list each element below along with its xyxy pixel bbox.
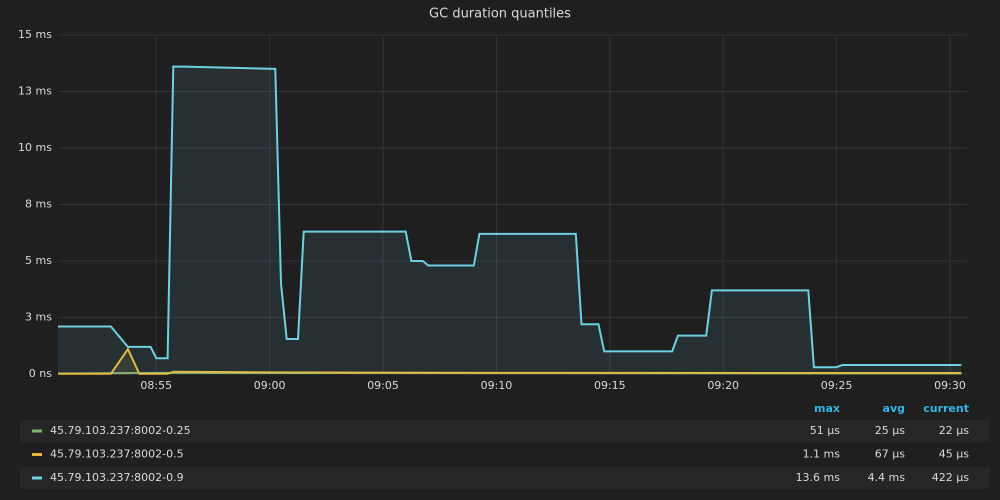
legend-label: 45.79.103.237:8002-0.5 <box>50 448 184 461</box>
legend-value: 1.1 ms <box>803 448 841 461</box>
legend-row <box>20 420 990 442</box>
x-tick-label: 09:15 <box>594 379 626 392</box>
legend-swatch <box>32 476 42 480</box>
legend-header: max <box>814 402 840 415</box>
legend-value: 67 µs <box>875 448 905 461</box>
chart-title: GC duration quantiles <box>429 7 571 22</box>
y-tick-label: 0 ns <box>29 367 52 380</box>
legend-header: avg <box>883 402 905 415</box>
legend-value: 22 µs <box>939 424 969 437</box>
y-tick-label: 13 ms <box>18 85 52 98</box>
legend-row <box>20 467 990 489</box>
legend-value: 422 µs <box>932 471 969 484</box>
x-tick-label: 09:25 <box>821 379 853 392</box>
legend-swatch <box>32 429 42 433</box>
legend-value: 51 µs <box>810 424 840 437</box>
legend-value: 13.6 ms <box>796 471 841 484</box>
x-tick-label: 09:10 <box>481 379 513 392</box>
y-tick-label: 5 ms <box>25 254 52 267</box>
legend-header: current <box>923 402 969 415</box>
legend-swatch <box>32 453 42 456</box>
legend-value: 4.4 ms <box>868 471 906 484</box>
legend-label: 45.79.103.237:8002-0.9 <box>50 471 184 484</box>
legend-label: 45.79.103.237:8002-0.25 <box>50 424 191 437</box>
x-tick-label: 09:05 <box>367 379 399 392</box>
x-tick-label: 08:55 <box>140 379 172 392</box>
legend-value: 25 µs <box>875 424 905 437</box>
y-tick-label: 10 ms <box>18 141 52 154</box>
legend-value: 45 µs <box>939 448 969 461</box>
legend-row <box>20 443 990 466</box>
x-tick-label: 09:00 <box>254 379 286 392</box>
y-tick-label: 8 ms <box>25 198 52 211</box>
x-tick-label: 09:30 <box>934 379 966 392</box>
y-tick-label: 15 ms <box>18 28 52 41</box>
series-line <box>58 65 962 369</box>
series-area <box>58 66 962 374</box>
y-tick-label: 3 ms <box>25 311 52 324</box>
x-tick-label: 09:20 <box>707 379 739 392</box>
series-line <box>58 347 962 375</box>
